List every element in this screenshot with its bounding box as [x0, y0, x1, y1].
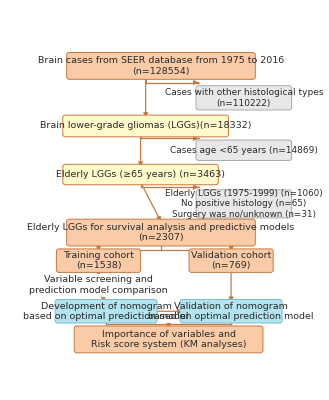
Text: Validation cohort
(n=769): Validation cohort (n=769): [191, 251, 271, 270]
Text: Brain lower-grade gliomas (LGGs)(n=18332): Brain lower-grade gliomas (LGGs)(n=18332…: [40, 122, 251, 130]
Text: Elderly LGGs (≥65 years) (n=3463): Elderly LGGs (≥65 years) (n=3463): [56, 170, 225, 179]
Text: Elderly LGGs for survival analysis and predictive models
(n=2307): Elderly LGGs for survival analysis and p…: [27, 223, 294, 242]
FancyBboxPatch shape: [66, 52, 255, 79]
FancyBboxPatch shape: [55, 300, 157, 323]
FancyBboxPatch shape: [63, 115, 229, 137]
FancyBboxPatch shape: [63, 164, 218, 185]
Text: Cases with other histological types
(n=110222): Cases with other histological types (n=1…: [164, 88, 323, 108]
Text: Brain cases from SEER database from 1975 to 2016
(n=128554): Brain cases from SEER database from 1975…: [38, 56, 284, 76]
FancyBboxPatch shape: [74, 326, 263, 353]
FancyBboxPatch shape: [180, 300, 282, 323]
Text: Importance of variables and
Risk score system (KM analyses): Importance of variables and Risk score s…: [91, 330, 246, 349]
FancyBboxPatch shape: [66, 219, 255, 246]
Text: Variable screening and
prediction model comparison: Variable screening and prediction model …: [29, 276, 168, 295]
Text: Development of nomogram
based on optimal prediction model: Development of nomogram based on optimal…: [23, 302, 189, 321]
Text: Elderly LGGs (1975-1999) (n=1060)
No positive histology (n=65)
Surgery was no/un: Elderly LGGs (1975-1999) (n=1060) No pos…: [165, 189, 323, 219]
FancyBboxPatch shape: [189, 249, 273, 272]
FancyBboxPatch shape: [196, 140, 291, 160]
FancyBboxPatch shape: [196, 86, 291, 110]
FancyBboxPatch shape: [57, 249, 140, 272]
FancyBboxPatch shape: [196, 190, 291, 218]
FancyBboxPatch shape: [57, 274, 140, 296]
Text: Training cohort
(n=1538): Training cohort (n=1538): [63, 251, 134, 270]
Text: Cases age <65 years (n=14869): Cases age <65 years (n=14869): [170, 146, 318, 155]
Text: Validation of nomogram
based on optimal prediction model: Validation of nomogram based on optimal …: [148, 302, 314, 321]
